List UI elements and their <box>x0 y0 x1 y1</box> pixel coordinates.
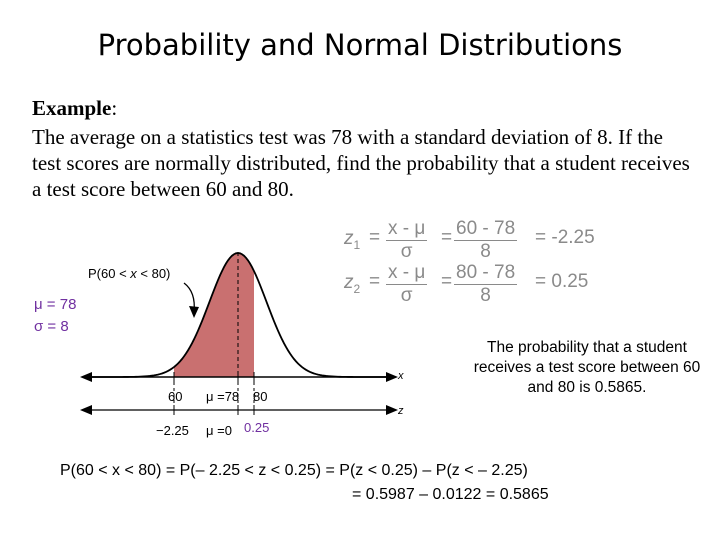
z2-value-fraction: 80 - 78 8 <box>454 262 518 307</box>
z-tick-label-neg225: −2.25 <box>156 423 189 438</box>
z1-value-num: 60 - 78 <box>454 218 518 241</box>
z1-equals: = <box>369 227 381 248</box>
example-colon: : <box>111 96 118 120</box>
mean-label: μ = 78 <box>34 296 77 313</box>
z1-formula-den: σ <box>400 241 413 262</box>
z1-value-den: 8 <box>480 241 491 262</box>
z1-var: z1 <box>344 228 360 252</box>
x-tick-label-mu: μ =78 <box>206 389 239 404</box>
z-axis-var: z <box>397 405 404 417</box>
z2-var: z2 <box>344 272 360 296</box>
example-label: Example <box>32 96 112 120</box>
prob-label-post: < 80) <box>136 266 171 281</box>
z2-result: = 0.25 <box>535 271 589 292</box>
prob-label-pre: P(60 < <box>88 266 131 281</box>
problem-statement: The average on a statistics test was 78 … <box>32 125 690 201</box>
prob-label-var: x <box>130 266 137 281</box>
z1-result: = -2.25 <box>535 227 595 248</box>
z2-subscript: 2 <box>353 281 361 296</box>
std-dev-label: σ = 8 <box>34 318 69 335</box>
x-axis-var: x <box>397 370 404 382</box>
z2-equals: = <box>369 271 381 292</box>
x-axis-arrow-left <box>80 372 92 382</box>
z2-value-den: 8 <box>480 285 491 306</box>
z1-equals-2: = <box>441 227 453 248</box>
z2-formula-num: x - μ <box>386 262 428 285</box>
z-axis-arrow-left <box>80 405 92 415</box>
z1-subscript: 1 <box>353 237 361 252</box>
z-tick-label-025: 0.25 <box>244 420 269 435</box>
final-equation-line-2: = 0.5987 – 0.0122 = 0.5865 <box>352 486 549 503</box>
x-axis-arrow-right <box>386 372 398 382</box>
answer-text: The probability that a student receives … <box>473 339 701 396</box>
x-tick-label-60: 60 <box>168 389 182 404</box>
z2-formula-den: σ <box>400 285 413 306</box>
z2-value-num: 80 - 78 <box>454 262 518 285</box>
z1-value-fraction: 60 - 78 8 <box>454 218 518 263</box>
z2-symbol: z <box>344 272 354 293</box>
z1-formula-num: x - μ <box>386 218 428 241</box>
z2-equals-2: = <box>441 271 453 292</box>
probability-label: P(60 < x < 80) <box>88 266 170 281</box>
final-equation-line-1: P(60 < x < 80) = P(– 2.25 < z < 0.25) = … <box>60 462 528 479</box>
slide-title: Probability and Normal Distributions <box>97 28 623 62</box>
z-tick-label-zero: μ =0 <box>206 423 232 438</box>
example-heading: Example: <box>32 96 117 121</box>
z1-symbol: z <box>344 228 354 249</box>
shaded-region <box>174 253 254 377</box>
label-pointer-head <box>189 306 199 318</box>
z-axis-arrow-right <box>386 405 398 415</box>
x-tick-label-80: 80 <box>253 389 267 404</box>
